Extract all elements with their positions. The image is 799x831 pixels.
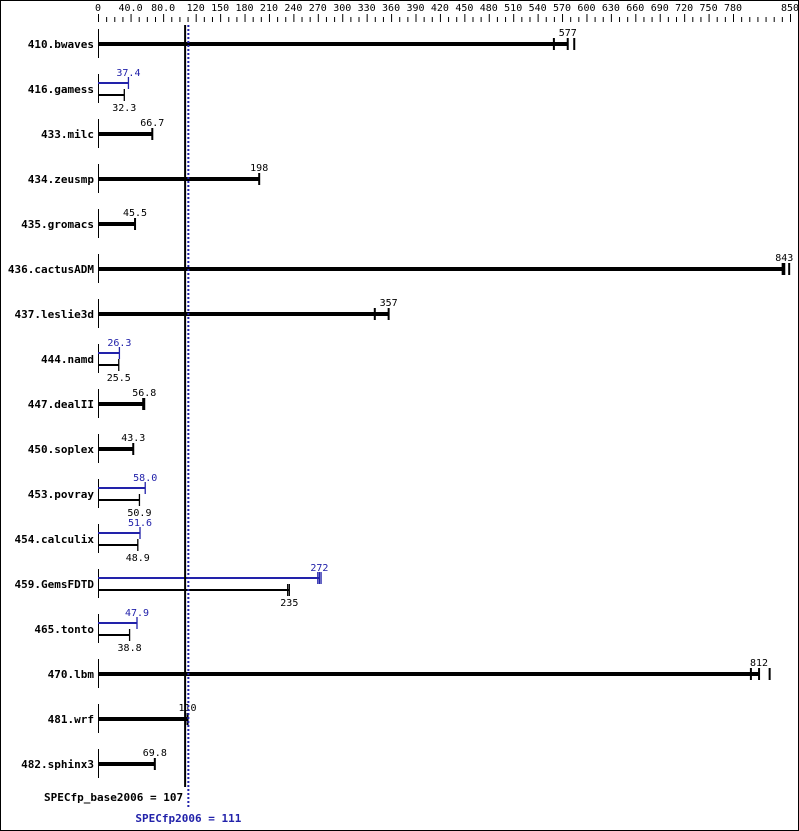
- data-label: 110: [179, 703, 197, 714]
- bar-peak: [98, 577, 320, 579]
- data-label: 26.3: [107, 338, 131, 349]
- data-label: 45.5: [123, 208, 147, 219]
- x-tick-label: 750: [700, 3, 718, 14]
- data-label: 843: [775, 253, 793, 264]
- category-label: 447.dealII: [28, 398, 94, 411]
- x-tick-label: 630: [602, 3, 620, 14]
- x-tick-label: 0: [95, 3, 101, 14]
- category-label: 436.cactusADM: [8, 263, 94, 276]
- bar-base: [98, 42, 568, 46]
- x-tick-label: 390: [406, 3, 424, 14]
- x-tick-label: 660: [626, 3, 644, 14]
- data-label: 56.8: [132, 388, 156, 399]
- category-label: 416.gamess: [28, 83, 94, 96]
- category-label: 450.soplex: [28, 443, 95, 456]
- data-label: 37.4: [116, 68, 140, 79]
- bar-base: [98, 447, 134, 451]
- data-label: 38.8: [118, 643, 142, 654]
- data-label: 47.9: [125, 608, 149, 619]
- x-tick-label: 570: [553, 3, 571, 14]
- x-tick-label: 270: [309, 3, 327, 14]
- data-label: 357: [380, 298, 398, 309]
- bar-base: [98, 499, 140, 501]
- data-label: 43.3: [121, 433, 145, 444]
- x-tick-label: 690: [651, 3, 669, 14]
- data-label: 48.9: [126, 553, 150, 564]
- category-label: 481.wrf: [48, 713, 94, 726]
- x-tick-label: 300: [333, 3, 351, 14]
- data-label: 69.8: [143, 748, 167, 759]
- peak-mean-label: SPECfp2006 = 111: [135, 812, 241, 825]
- x-tick-label: 210: [260, 3, 278, 14]
- data-label: 577: [559, 28, 577, 39]
- x-tick-label: 450: [455, 3, 473, 14]
- x-tick-label: 780: [724, 3, 742, 14]
- x-tick-label: 480: [480, 3, 498, 14]
- data-label: 198: [250, 163, 268, 174]
- x-tick-label: 240: [284, 3, 302, 14]
- bar-base: [98, 312, 389, 316]
- bar-base: [98, 222, 136, 226]
- category-label: 444.namd: [41, 353, 94, 366]
- bar-peak: [98, 82, 129, 84]
- category-label: 482.sphinx3: [21, 758, 94, 771]
- category-label: 470.lbm: [48, 668, 95, 681]
- category-label: 437.leslie3d: [15, 308, 94, 321]
- category-label: 410.bwaves: [28, 38, 94, 51]
- x-tick-label: 150: [211, 3, 229, 14]
- data-label: 58.0: [133, 473, 157, 484]
- x-tick-label: 420: [431, 3, 449, 14]
- x-tick-label: 120: [187, 3, 205, 14]
- data-label: 272: [310, 563, 328, 574]
- bar-base: [98, 634, 130, 636]
- data-label: 32.3: [112, 103, 136, 114]
- data-label: 50.9: [127, 508, 151, 519]
- x-tick-label: 600: [577, 3, 595, 14]
- category-label: 454.calculix: [15, 533, 95, 546]
- bar-peak: [98, 622, 137, 624]
- category-label: 433.milc: [41, 128, 94, 141]
- bar-base: [98, 132, 153, 136]
- data-label: 25.5: [107, 373, 131, 384]
- x-tick-label: 330: [358, 3, 376, 14]
- bar-base: [98, 717, 188, 721]
- base-mean-label: SPECfp_base2006 = 107: [44, 791, 183, 804]
- x-tick-label: 40.0: [119, 3, 143, 14]
- bar-base: [98, 402, 145, 406]
- category-label: 465.tonto: [34, 623, 94, 636]
- x-tick-label: 720: [675, 3, 693, 14]
- bar-base: [98, 544, 138, 546]
- data-label: 66.7: [140, 118, 164, 129]
- data-label: 235: [280, 598, 298, 609]
- bar-base: [98, 267, 785, 271]
- x-tick-label: 360: [382, 3, 400, 14]
- x-tick-label: 180: [236, 3, 254, 14]
- bar-base: [98, 672, 760, 676]
- bar-base: [98, 589, 290, 591]
- category-label: 453.povray: [28, 488, 95, 501]
- x-tick-label: 850: [781, 3, 798, 14]
- bar-base: [98, 762, 155, 766]
- bar-base: [98, 177, 260, 181]
- bar-peak: [98, 487, 146, 489]
- bar-peak: [98, 352, 120, 354]
- category-label: 435.gromacs: [21, 218, 94, 231]
- bar-peak: [98, 532, 141, 534]
- bar-base: [98, 94, 125, 96]
- x-tick-label: 80.0: [151, 3, 175, 14]
- bar-base: [98, 364, 119, 366]
- category-label: 434.zeusmp: [28, 173, 95, 186]
- data-label: 812: [750, 658, 768, 669]
- category-label: 459.GemsFDTD: [15, 578, 95, 591]
- x-tick-label: 540: [529, 3, 547, 14]
- x-tick-label: 510: [504, 3, 522, 14]
- data-label: 51.6: [128, 518, 152, 529]
